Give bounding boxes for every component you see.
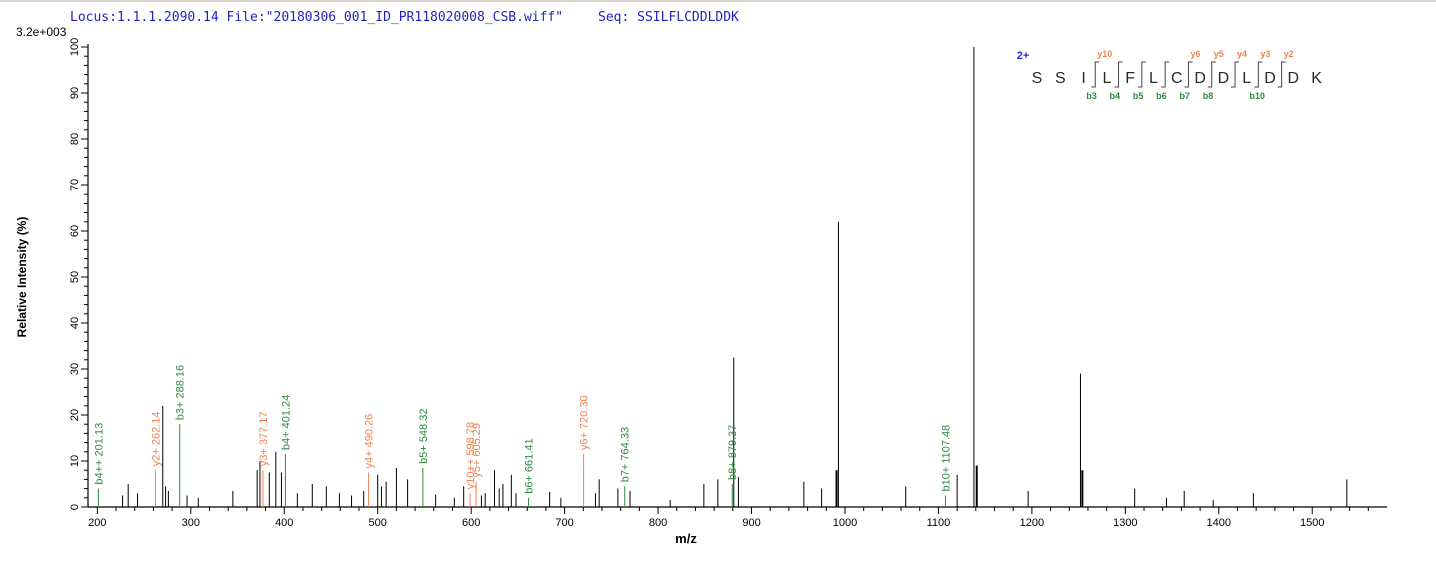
- y-fragment-tag: y5: [1214, 49, 1224, 59]
- residue-letter: D: [1264, 70, 1276, 87]
- residue-letter: I: [1081, 70, 1085, 87]
- residue-letter: L: [1149, 70, 1158, 87]
- b-fragment-tag: b5: [1133, 91, 1144, 101]
- x-tick-label: 700: [555, 517, 573, 529]
- fragment-bracket: [1231, 61, 1240, 88]
- peak-label: y6+ 720.30: [579, 395, 591, 450]
- peak-label: b7+ 764.33: [620, 427, 632, 482]
- y-tick-label: 30: [69, 363, 81, 375]
- residue-letter: D: [1194, 70, 1206, 87]
- residue-letter: D: [1288, 70, 1300, 87]
- y-fragment-tag: y3: [1260, 49, 1270, 59]
- y-tick-label: 90: [69, 87, 81, 99]
- residue-letter: K: [1311, 70, 1322, 87]
- y-tick-label: 0: [69, 504, 81, 510]
- y-fragment-tag: y2: [1284, 49, 1294, 59]
- x-tick-label: 800: [649, 517, 667, 529]
- fragment-bracket: [1114, 61, 1123, 88]
- residue-letter: L: [1102, 70, 1111, 87]
- peak-label: b6+ 661.41: [524, 438, 536, 493]
- y-tick-label: 20: [69, 409, 81, 421]
- fragment-bracket: [1091, 61, 1100, 88]
- y-tick-label: 100: [69, 38, 81, 56]
- axis-title-intensity: Relative Intensity (%): [15, 217, 29, 338]
- b-fragment-tag: b10: [1249, 91, 1265, 101]
- precursor-charge-label: 2+: [1017, 50, 1030, 62]
- residue-letter: D: [1218, 70, 1230, 87]
- fragment-bracket: [1254, 61, 1263, 88]
- peak-label: b4++ 201.13: [93, 423, 105, 485]
- x-tick-label: 400: [275, 517, 293, 529]
- peak-label: y3+ 377.17: [258, 411, 270, 466]
- x-tick-label: 1200: [1020, 517, 1044, 529]
- x-tick-label: 1000: [833, 517, 857, 529]
- residue-letter: L: [1242, 70, 1251, 87]
- residue-letter: C: [1171, 70, 1183, 87]
- peak-label: b4+ 401.24: [280, 395, 292, 450]
- y-tick-label: 70: [69, 179, 81, 191]
- y-tick-label: 60: [69, 225, 81, 237]
- residue-letter: F: [1125, 70, 1135, 87]
- y-fragment-tag: y6: [1190, 49, 1200, 59]
- peak-label: y2+ 262.14: [150, 411, 162, 466]
- y-fragment-tag: y4: [1237, 49, 1247, 59]
- y-tick-label: 80: [69, 133, 81, 145]
- axis-title-mz: m/z: [675, 531, 697, 546]
- b-fragment-tag: b3: [1086, 91, 1097, 101]
- x-tick-label: 900: [742, 517, 760, 529]
- b-fragment-tag: b7: [1179, 91, 1190, 101]
- b-fragment-tag: b8: [1203, 91, 1214, 101]
- fragment-bracket: [1207, 61, 1216, 88]
- residue-letter: S: [1032, 70, 1043, 87]
- x-tick-label: 500: [369, 517, 387, 529]
- x-tick-label: 1300: [1113, 517, 1137, 529]
- b-fragment-tag: b6: [1156, 91, 1167, 101]
- x-tick-label: 1500: [1300, 517, 1324, 529]
- sequence-header-label: Seq: SSILFLCDDLDDK: [598, 10, 739, 25]
- x-tick-label: 1400: [1207, 517, 1231, 529]
- x-tick-label: 600: [462, 517, 480, 529]
- residue-letter: S: [1055, 70, 1066, 87]
- x-tick-label: 300: [182, 517, 200, 529]
- y-fragment-tag: y10: [1097, 49, 1112, 59]
- y-tick-label: 40: [69, 317, 81, 329]
- fragment-bracket: [1137, 61, 1146, 88]
- peak-label: b10+ 1107.48: [940, 425, 952, 492]
- peak-label: b8+ 879.37: [727, 425, 739, 480]
- b-fragment-tag: b4: [1110, 91, 1121, 101]
- fragment-bracket: [1184, 61, 1193, 88]
- x-tick-label: 200: [88, 517, 106, 529]
- y-tick-label: 10: [69, 455, 81, 467]
- y-tick-label: 50: [69, 271, 81, 283]
- intensity-scale-label: 3.2e+003: [16, 25, 67, 39]
- x-tick-label: 1100: [927, 517, 951, 529]
- peak-label: y4+ 490.26: [364, 414, 376, 469]
- fragment-bracket: [1277, 61, 1286, 88]
- peak-label: b5+ 548.32: [418, 409, 430, 464]
- fragment-bracket: [1161, 61, 1170, 88]
- peak-label: y5+ 605.29: [471, 423, 483, 478]
- peak-label: y10++ 598.78: [465, 422, 477, 489]
- peak-label: b3+ 288.16: [175, 365, 187, 420]
- locus-file-label: Locus:1.1.1.2090.14 File:"20180306_001_I…: [70, 10, 564, 25]
